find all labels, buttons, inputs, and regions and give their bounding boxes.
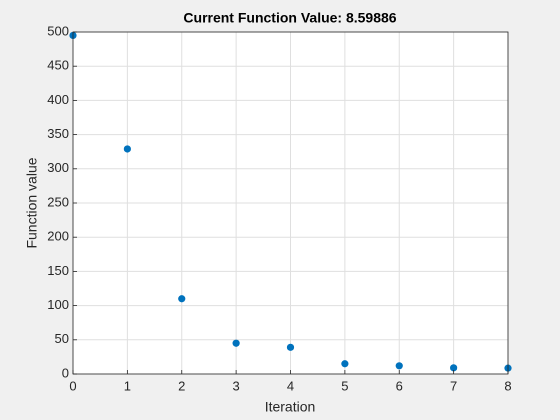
data-point <box>286 343 295 351</box>
y-tick-label: 250 <box>47 194 69 209</box>
x-tick-label: 3 <box>233 378 240 393</box>
data-point <box>450 364 458 372</box>
chart-title: Current Function Value: 8.59886 <box>183 10 396 26</box>
x-tick-label: 4 <box>287 378 294 393</box>
y-tick-label: 0 <box>62 365 69 380</box>
y-tick-label: 100 <box>47 297 69 312</box>
y-tick-label: 150 <box>47 263 69 278</box>
y-tick-label: 200 <box>47 229 69 244</box>
y-tick-label: 400 <box>47 92 69 107</box>
y-tick-label: 50 <box>55 331 69 346</box>
x-tick-label: 7 <box>450 378 457 393</box>
x-axis-label: Iteration <box>265 399 316 415</box>
x-tick-label: 1 <box>124 378 131 393</box>
ticks: 0 50 100 150 200 250 300 350 400 450 500 0 1 2 3 4 5 6 7 8 <box>47 23 511 393</box>
x-tick-label: 2 <box>178 378 185 393</box>
x-tick-label: 6 <box>396 378 403 393</box>
x-tick-label: 5 <box>341 378 348 393</box>
y-tick-label: 450 <box>47 58 69 73</box>
data-point <box>178 295 186 303</box>
data-point <box>232 339 240 347</box>
data-point <box>341 360 349 368</box>
y-tick-label: 350 <box>47 126 69 141</box>
y-tick-label: 500 <box>47 23 69 38</box>
y-tick-label: 300 <box>47 160 69 175</box>
x-tick-label: 8 <box>504 378 511 393</box>
data-point <box>123 145 131 153</box>
x-tick-label: 0 <box>69 378 76 393</box>
y-axis-label: Function value <box>24 157 40 248</box>
data-point <box>395 362 403 370</box>
